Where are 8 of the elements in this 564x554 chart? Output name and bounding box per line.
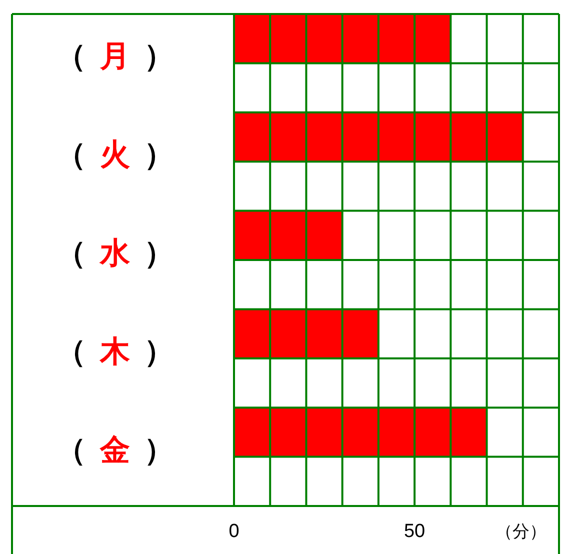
y-tick-label: （月）: [56, 39, 188, 74]
x-tick-label: 50: [404, 521, 426, 542]
y-tick-label: （水）: [56, 236, 188, 271]
y-tick-label: （金）: [56, 432, 188, 468]
x-tick-label: 0: [228, 521, 240, 542]
x-axis-title: （分）: [496, 522, 547, 542]
y-tick-label: （火）: [56, 138, 188, 173]
y-tick-label: （木）: [56, 334, 188, 370]
